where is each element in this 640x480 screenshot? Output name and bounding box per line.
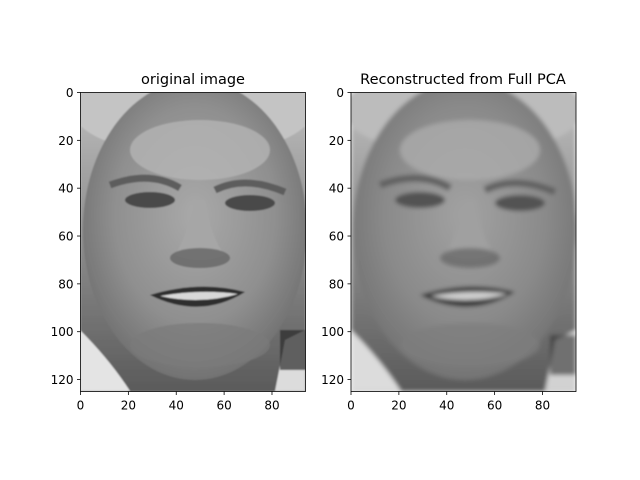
ytick-label: 100	[51, 325, 74, 339]
axes-reconstructed: Reconstructed from Full PCA 0 20 40 60 80 100…	[321, 72, 577, 413]
ytick-label: 0	[336, 86, 344, 100]
ytick-label: 20	[58, 134, 73, 148]
xticks-original: 0 20 40 60 80	[77, 391, 280, 413]
xtick-label: 0	[77, 399, 85, 413]
ytick-label: 60	[58, 230, 73, 244]
image-reconstructed	[351, 92, 576, 392]
ytick-label: 120	[321, 373, 344, 387]
frame-original	[80, 92, 306, 392]
ytick-label: 20	[329, 134, 344, 148]
xtick-label: 20	[391, 399, 406, 413]
ytick-label: 40	[58, 182, 73, 196]
xtick-label: 0	[347, 399, 355, 413]
ytick-label: 80	[58, 277, 73, 291]
xtick-label: 20	[121, 399, 136, 413]
ytick-label: 120	[51, 373, 74, 387]
xtick-label: 60	[487, 399, 502, 413]
image-original	[80, 92, 306, 392]
xtick-label: 60	[216, 399, 231, 413]
xtick-label: 80	[264, 399, 279, 413]
xtick-label: 40	[439, 399, 454, 413]
ytick-label: 0	[66, 86, 74, 100]
xtick-label: 40	[169, 399, 184, 413]
frame-reconstructed	[350, 92, 577, 392]
xtick-label: 80	[535, 399, 550, 413]
axes-original: original image	[51, 72, 306, 413]
title-reconstructed: Reconstructed from Full PCA	[360, 72, 566, 88]
xticks-reconstructed: 0 20 40 60 80	[347, 391, 550, 413]
ytick-label: 100	[321, 325, 344, 339]
ytick-label: 60	[329, 230, 344, 244]
ytick-label: 80	[329, 277, 344, 291]
yticks-reconstructed: 0 20 40 60 80 100 120	[321, 86, 351, 387]
title-original: original image	[141, 72, 245, 88]
yticks-original: 0 20 40 60 80 100 120	[51, 86, 81, 387]
ytick-label: 40	[329, 182, 344, 196]
